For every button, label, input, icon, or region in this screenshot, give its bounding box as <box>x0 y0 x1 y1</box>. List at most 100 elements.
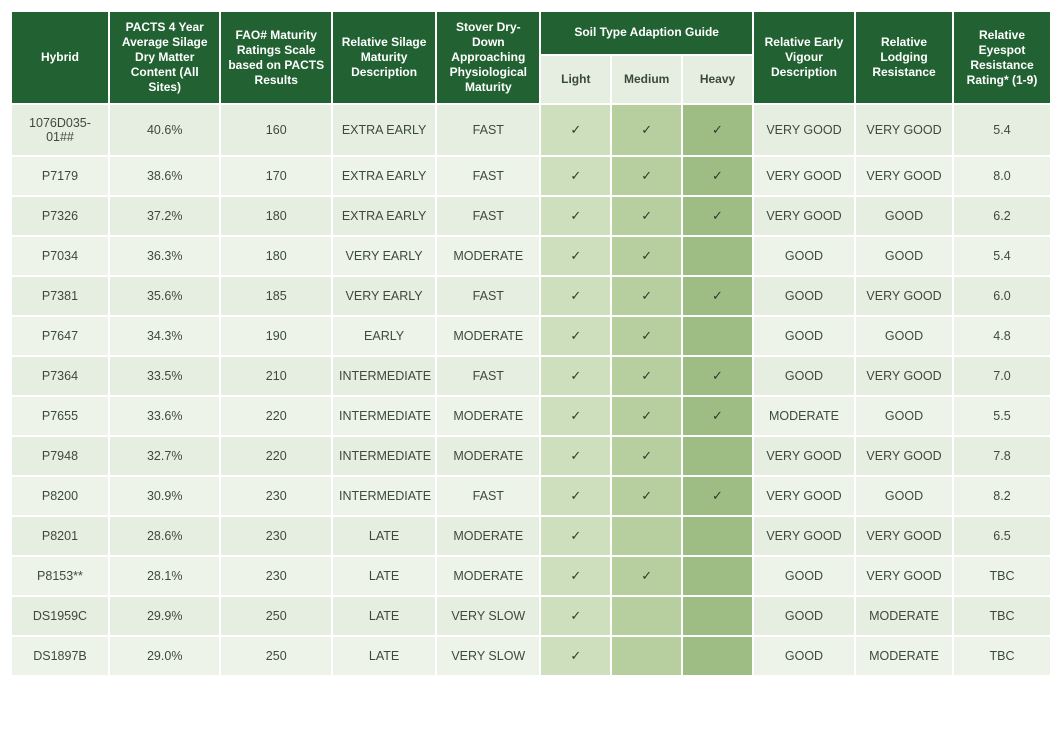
cell-pacts: 38.6% <box>110 157 220 195</box>
cell-pacts: 33.5% <box>110 357 220 395</box>
check-icon: ✓ <box>570 648 581 663</box>
cell-soil-light: ✓ <box>541 637 610 675</box>
cell-fao: 170 <box>221 157 331 195</box>
cell-soil-heavy: ✓ <box>683 157 752 195</box>
col-header-stover: Stover Dry-Down Approaching Physiologica… <box>437 12 539 103</box>
cell-maturity: LATE <box>333 517 435 555</box>
col-subheader-soil-light: Light <box>541 56 610 103</box>
check-icon: ✓ <box>712 488 723 503</box>
cell-soil-medium: ✓ <box>612 197 681 235</box>
cell-vigour: VERY GOOD <box>754 157 854 195</box>
cell-pacts: 32.7% <box>110 437 220 475</box>
check-icon: ✓ <box>641 488 652 503</box>
table-row: 1076D035-01##40.6%160EXTRA EARLYFAST✓✓✓V… <box>12 105 1050 155</box>
cell-vigour: VERY GOOD <box>754 517 854 555</box>
cell-soil-heavy <box>683 437 752 475</box>
table-row: P765533.6%220INTERMEDIATEMODERATE✓✓✓MODE… <box>12 397 1050 435</box>
cell-soil-heavy <box>683 557 752 595</box>
cell-fao: 180 <box>221 237 331 275</box>
check-icon: ✓ <box>641 328 652 343</box>
cell-soil-light: ✓ <box>541 437 610 475</box>
cell-hybrid: P8201 <box>12 517 108 555</box>
check-icon: ✓ <box>712 168 723 183</box>
col-header-vigour: Relative Early Vigour Description <box>754 12 854 103</box>
cell-vigour: VERY GOOD <box>754 105 854 155</box>
cell-stover: FAST <box>437 197 539 235</box>
check-icon: ✓ <box>641 448 652 463</box>
table-row: P764734.3%190EARLYMODERATE✓✓GOODGOOD4.8 <box>12 317 1050 355</box>
col-header-eyespot: Relative Eyespot Resistance Rating* (1-9… <box>954 12 1050 103</box>
check-icon: ✓ <box>641 208 652 223</box>
cell-soil-heavy: ✓ <box>683 197 752 235</box>
cell-stover: FAST <box>437 357 539 395</box>
check-icon: ✓ <box>570 248 581 263</box>
cell-soil-light: ✓ <box>541 277 610 315</box>
cell-soil-heavy <box>683 597 752 635</box>
table-row: P732637.2%180EXTRA EARLYFAST✓✓✓VERY GOOD… <box>12 197 1050 235</box>
check-icon: ✓ <box>570 288 581 303</box>
col-header-maturity: Relative Silage Maturity Description <box>333 12 435 103</box>
cell-lodging: MODERATE <box>856 637 952 675</box>
cell-eyespot: 5.5 <box>954 397 1050 435</box>
cell-soil-heavy: ✓ <box>683 477 752 515</box>
cell-lodging: GOOD <box>856 397 952 435</box>
check-icon: ✓ <box>641 288 652 303</box>
cell-hybrid: P8200 <box>12 477 108 515</box>
cell-lodging: GOOD <box>856 197 952 235</box>
cell-soil-medium <box>612 637 681 675</box>
cell-soil-medium: ✓ <box>612 277 681 315</box>
cell-vigour: GOOD <box>754 237 854 275</box>
cell-pacts: 28.6% <box>110 517 220 555</box>
cell-fao: 190 <box>221 317 331 355</box>
check-icon: ✓ <box>712 408 723 423</box>
cell-soil-light: ✓ <box>541 237 610 275</box>
cell-pacts: 34.3% <box>110 317 220 355</box>
cell-soil-medium: ✓ <box>612 357 681 395</box>
cell-pacts: 29.9% <box>110 597 220 635</box>
cell-eyespot: 4.8 <box>954 317 1050 355</box>
cell-pacts: 30.9% <box>110 477 220 515</box>
check-icon: ✓ <box>570 488 581 503</box>
cell-maturity: VERY EARLY <box>333 277 435 315</box>
cell-maturity: INTERMEDIATE <box>333 397 435 435</box>
cell-soil-heavy <box>683 317 752 355</box>
check-icon: ✓ <box>570 408 581 423</box>
cell-soil-light: ✓ <box>541 397 610 435</box>
cell-lodging: VERY GOOD <box>856 437 952 475</box>
cell-hybrid: P7034 <box>12 237 108 275</box>
cell-soil-medium: ✓ <box>612 237 681 275</box>
cell-soil-medium: ✓ <box>612 105 681 155</box>
cell-soil-heavy: ✓ <box>683 277 752 315</box>
cell-vigour: VERY GOOD <box>754 477 854 515</box>
cell-vigour: GOOD <box>754 557 854 595</box>
cell-soil-medium: ✓ <box>612 397 681 435</box>
table-row: P703436.3%180VERY EARLYMODERATE✓✓GOODGOO… <box>12 237 1050 275</box>
cell-hybrid: DS1897B <box>12 637 108 675</box>
table-row: P717938.6%170EXTRA EARLYFAST✓✓✓VERY GOOD… <box>12 157 1050 195</box>
cell-eyespot: 5.4 <box>954 237 1050 275</box>
check-icon: ✓ <box>570 568 581 583</box>
cell-maturity: EARLY <box>333 317 435 355</box>
cell-lodging: GOOD <box>856 317 952 355</box>
cell-stover: VERY SLOW <box>437 597 539 635</box>
cell-fao: 180 <box>221 197 331 235</box>
cell-maturity: INTERMEDIATE <box>333 477 435 515</box>
cell-fao: 185 <box>221 277 331 315</box>
check-icon: ✓ <box>712 368 723 383</box>
cell-eyespot: TBC <box>954 637 1050 675</box>
check-icon: ✓ <box>641 168 652 183</box>
cell-lodging: VERY GOOD <box>856 517 952 555</box>
cell-lodging: VERY GOOD <box>856 277 952 315</box>
cell-lodging: VERY GOOD <box>856 157 952 195</box>
check-icon: ✓ <box>712 208 723 223</box>
cell-hybrid: P7326 <box>12 197 108 235</box>
cell-soil-heavy: ✓ <box>683 397 752 435</box>
check-icon: ✓ <box>570 122 581 137</box>
cell-soil-medium: ✓ <box>612 317 681 355</box>
cell-maturity: INTERMEDIATE <box>333 357 435 395</box>
cell-stover: FAST <box>437 277 539 315</box>
cell-vigour: GOOD <box>754 277 854 315</box>
cell-lodging: VERY GOOD <box>856 357 952 395</box>
cell-eyespot: TBC <box>954 557 1050 595</box>
cell-hybrid: DS1959C <box>12 597 108 635</box>
